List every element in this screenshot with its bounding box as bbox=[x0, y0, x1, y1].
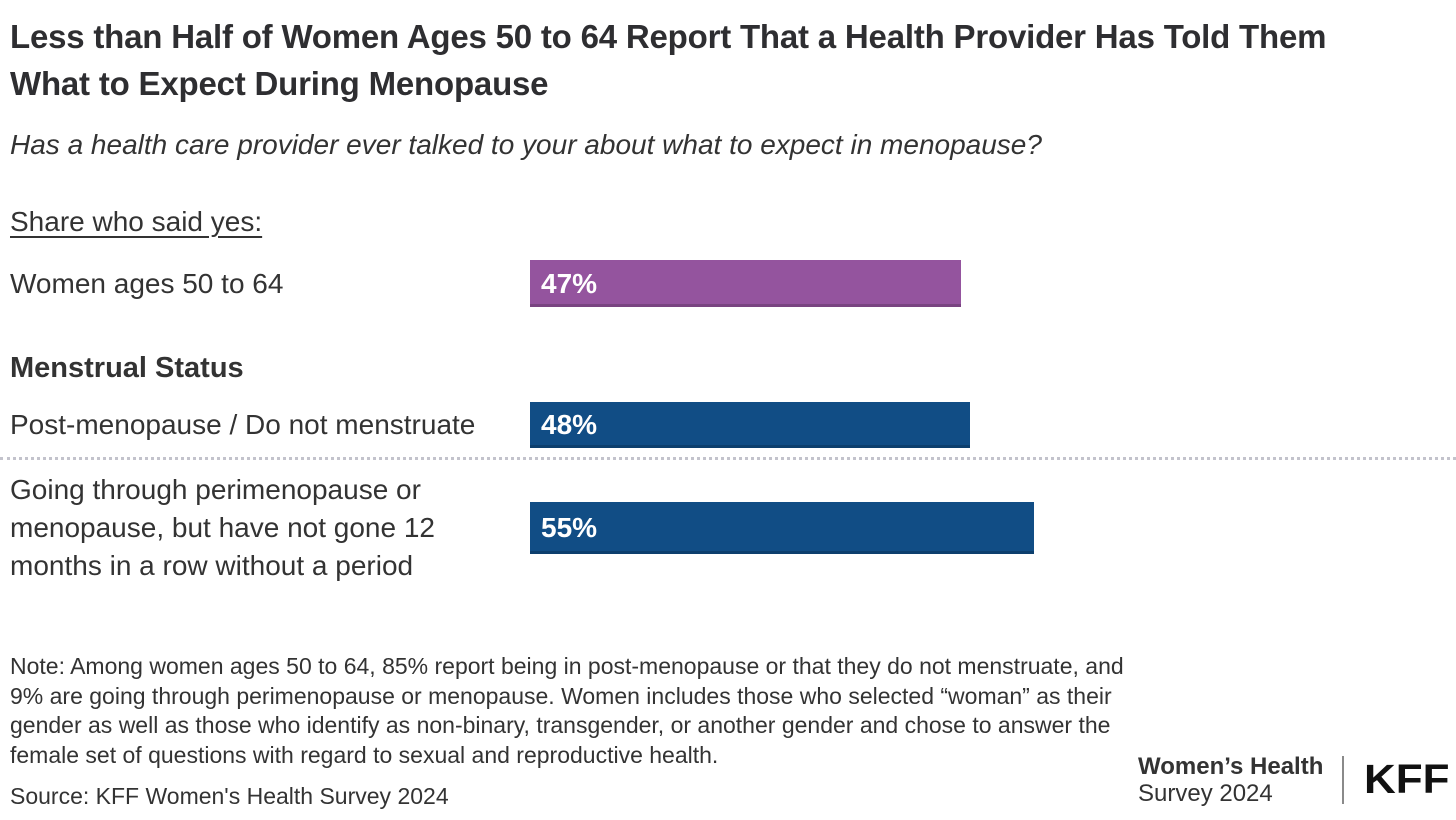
bar-post-menopause: 48% bbox=[530, 402, 970, 448]
group-header-menstrual-status: Menstrual Status bbox=[10, 352, 244, 384]
bar-value-label: 48% bbox=[541, 409, 598, 440]
branding-text: Women’s Health Survey 2024 bbox=[1138, 753, 1324, 807]
bar-row-post-menopause: Post-menopause / Do not menstruate 48% bbox=[10, 402, 1450, 448]
row-divider bbox=[0, 457, 1456, 460]
bar-track: 48% bbox=[530, 402, 1446, 448]
note-text: Note: Among women ages 50 to 64, 85% rep… bbox=[10, 653, 1124, 768]
chart-title: Less than Half of Women Ages 50 to 64 Re… bbox=[10, 18, 1327, 102]
source-text: Source: KFF Women's Health Survey 2024 bbox=[10, 783, 449, 809]
branding-title: Women’s Health bbox=[1138, 753, 1324, 780]
bar-label: Going through perimenopause or menopause… bbox=[10, 474, 436, 581]
branding-block: Women’s Health Survey 2024 KFF bbox=[1138, 753, 1450, 807]
bar-track: 47% bbox=[530, 260, 1446, 307]
branding-divider bbox=[1342, 756, 1344, 804]
bar-perimenopause: 55% bbox=[530, 502, 1034, 554]
bar-track: 55% bbox=[530, 470, 1446, 586]
bar-row-women-ages-50-64: Women ages 50 to 64 47% bbox=[10, 260, 1450, 307]
bar-label: Women ages 50 to 64 bbox=[10, 267, 284, 299]
chart-subtitle: Has a health care provider ever talked t… bbox=[10, 129, 1042, 160]
branding-subtitle: Survey 2024 bbox=[1138, 780, 1273, 807]
kff-logo: KFF bbox=[1364, 757, 1450, 803]
section-label: Share who said yes: bbox=[10, 206, 263, 237]
bar-women-ages-50-64: 47% bbox=[530, 260, 961, 307]
bar-row-perimenopause: Going through perimenopause or menopause… bbox=[10, 470, 1450, 586]
bar-label: Post-menopause / Do not menstruate bbox=[10, 409, 476, 440]
bar-value-label: 47% bbox=[541, 267, 598, 299]
bar-value-label: 55% bbox=[541, 512, 598, 543]
